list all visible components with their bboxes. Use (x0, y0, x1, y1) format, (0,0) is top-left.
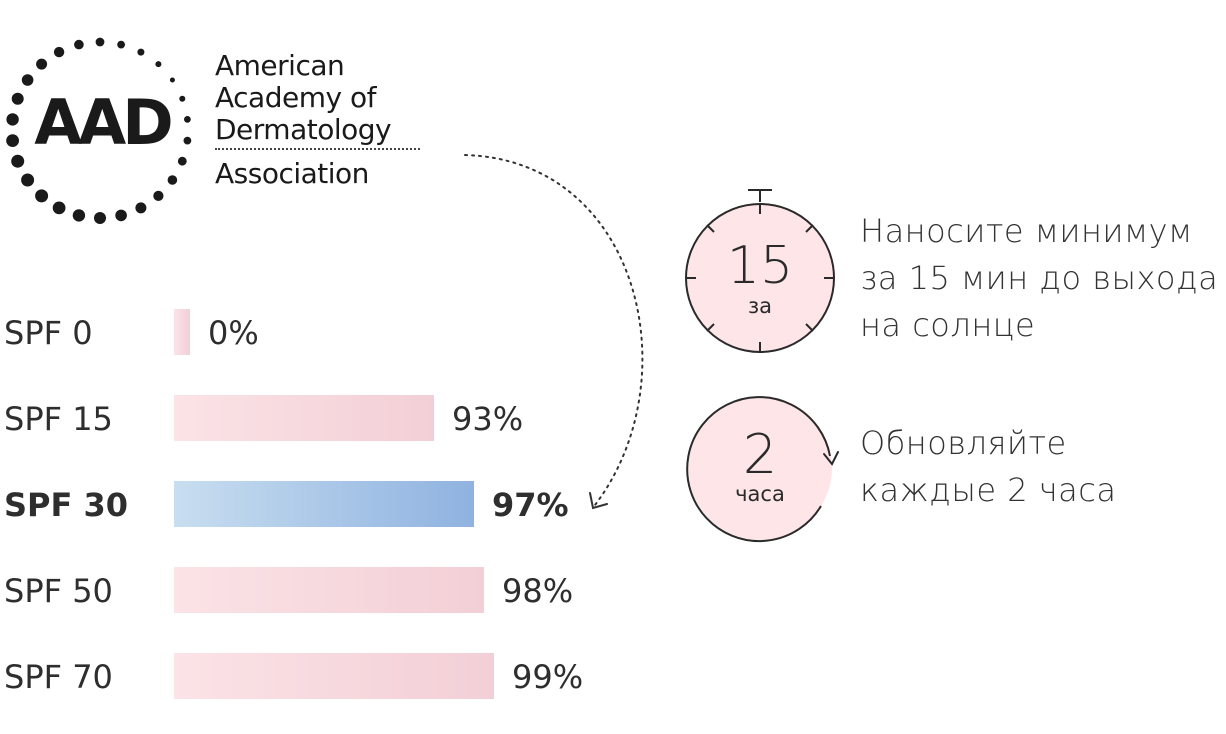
tip-apply-text: Наносите минимум за 15 мин до выхода на … (860, 208, 1218, 349)
ring-dot (184, 116, 191, 123)
tip-apply-line-2: за 15 мин до выхода (860, 259, 1219, 297)
tip-reapply-line-1: Обновляйте (860, 424, 1067, 462)
refresh-number: 2 (742, 423, 778, 486)
ring-dot (6, 134, 19, 147)
ring-dot (74, 39, 84, 50)
ring-dot (169, 77, 175, 83)
ring-dot (11, 92, 24, 105)
logo-line-3: Dermatology (215, 114, 420, 150)
ring-dot (36, 58, 48, 70)
ring-dot (135, 202, 147, 214)
ring-dot (183, 136, 192, 145)
value-label: 0% (208, 314, 259, 352)
value-label: 97% (492, 486, 569, 524)
ring-dot (153, 190, 164, 201)
category-label: SPF 50 (4, 572, 113, 610)
ring-dot (52, 201, 66, 215)
logo-letters: AAD (34, 86, 173, 159)
logo-line-2: Academy of (215, 81, 376, 114)
tips-panel: 15 за Наносите минимум за 15 мин до выхо… (680, 180, 1226, 560)
category-label: SPF 15 (4, 400, 113, 438)
logo-line-1: American (215, 49, 345, 82)
ring-dot (117, 40, 125, 49)
tip-apply-line-3: на солнце (860, 306, 1036, 344)
category-label: SPF 30 (4, 486, 128, 524)
ring-dot (137, 48, 145, 56)
ring-dot (95, 37, 105, 47)
bar (174, 481, 474, 527)
chart-canvas: SPF 0 0% SPF 15 93% SPF 30 97% SPF 50 98% SPF 70… (4, 309, 583, 699)
value-label: 98% (502, 572, 573, 610)
value-label: 93% (452, 400, 523, 438)
ring-dot (94, 212, 106, 224)
ring-dot (72, 209, 86, 222)
value-label: 99% (512, 658, 583, 696)
ring-dot (177, 156, 187, 166)
ring-dot (21, 74, 34, 86)
bar (174, 309, 190, 355)
ring-dot (167, 175, 178, 185)
bar (174, 653, 494, 699)
bar (174, 567, 484, 613)
ring-dot (179, 95, 186, 102)
stopwatch-icon: 15 за (680, 180, 840, 353)
ring-dot (6, 113, 19, 126)
aad-logo: AAD American Academy of Dermatology Asso… (0, 30, 430, 240)
category-label: SPF 0 (4, 314, 93, 352)
stopwatch-number: 15 (726, 236, 794, 296)
ring-dot (115, 209, 127, 222)
tip-apply-line-1: Наносите минимум (860, 212, 1193, 250)
refresh-circle-icon: 2 часа (680, 390, 840, 560)
refresh-unit: часа (735, 482, 785, 506)
stopwatch-unit: за (747, 294, 773, 318)
ring-dot (11, 154, 25, 168)
ring-dot (35, 189, 49, 203)
category-label: SPF 70 (4, 658, 113, 696)
logo-name: American Academy of Dermatology Associat… (215, 50, 420, 190)
ring-dot (155, 61, 162, 68)
tip-reapply-line-2: каждые 2 часа (860, 471, 1117, 509)
bar (174, 395, 434, 441)
spf-bar-chart: SPF 0 0% SPF 15 93% SPF 30 97% SPF 50 98% SPF 70… (0, 290, 640, 730)
dotted-ring-icon (0, 30, 200, 230)
tip-reapply-text: Обновляйте каждые 2 часа (860, 420, 1116, 514)
ring-dot (53, 46, 65, 58)
ring-dot (21, 173, 35, 187)
logo-line-4: Association (215, 157, 369, 190)
